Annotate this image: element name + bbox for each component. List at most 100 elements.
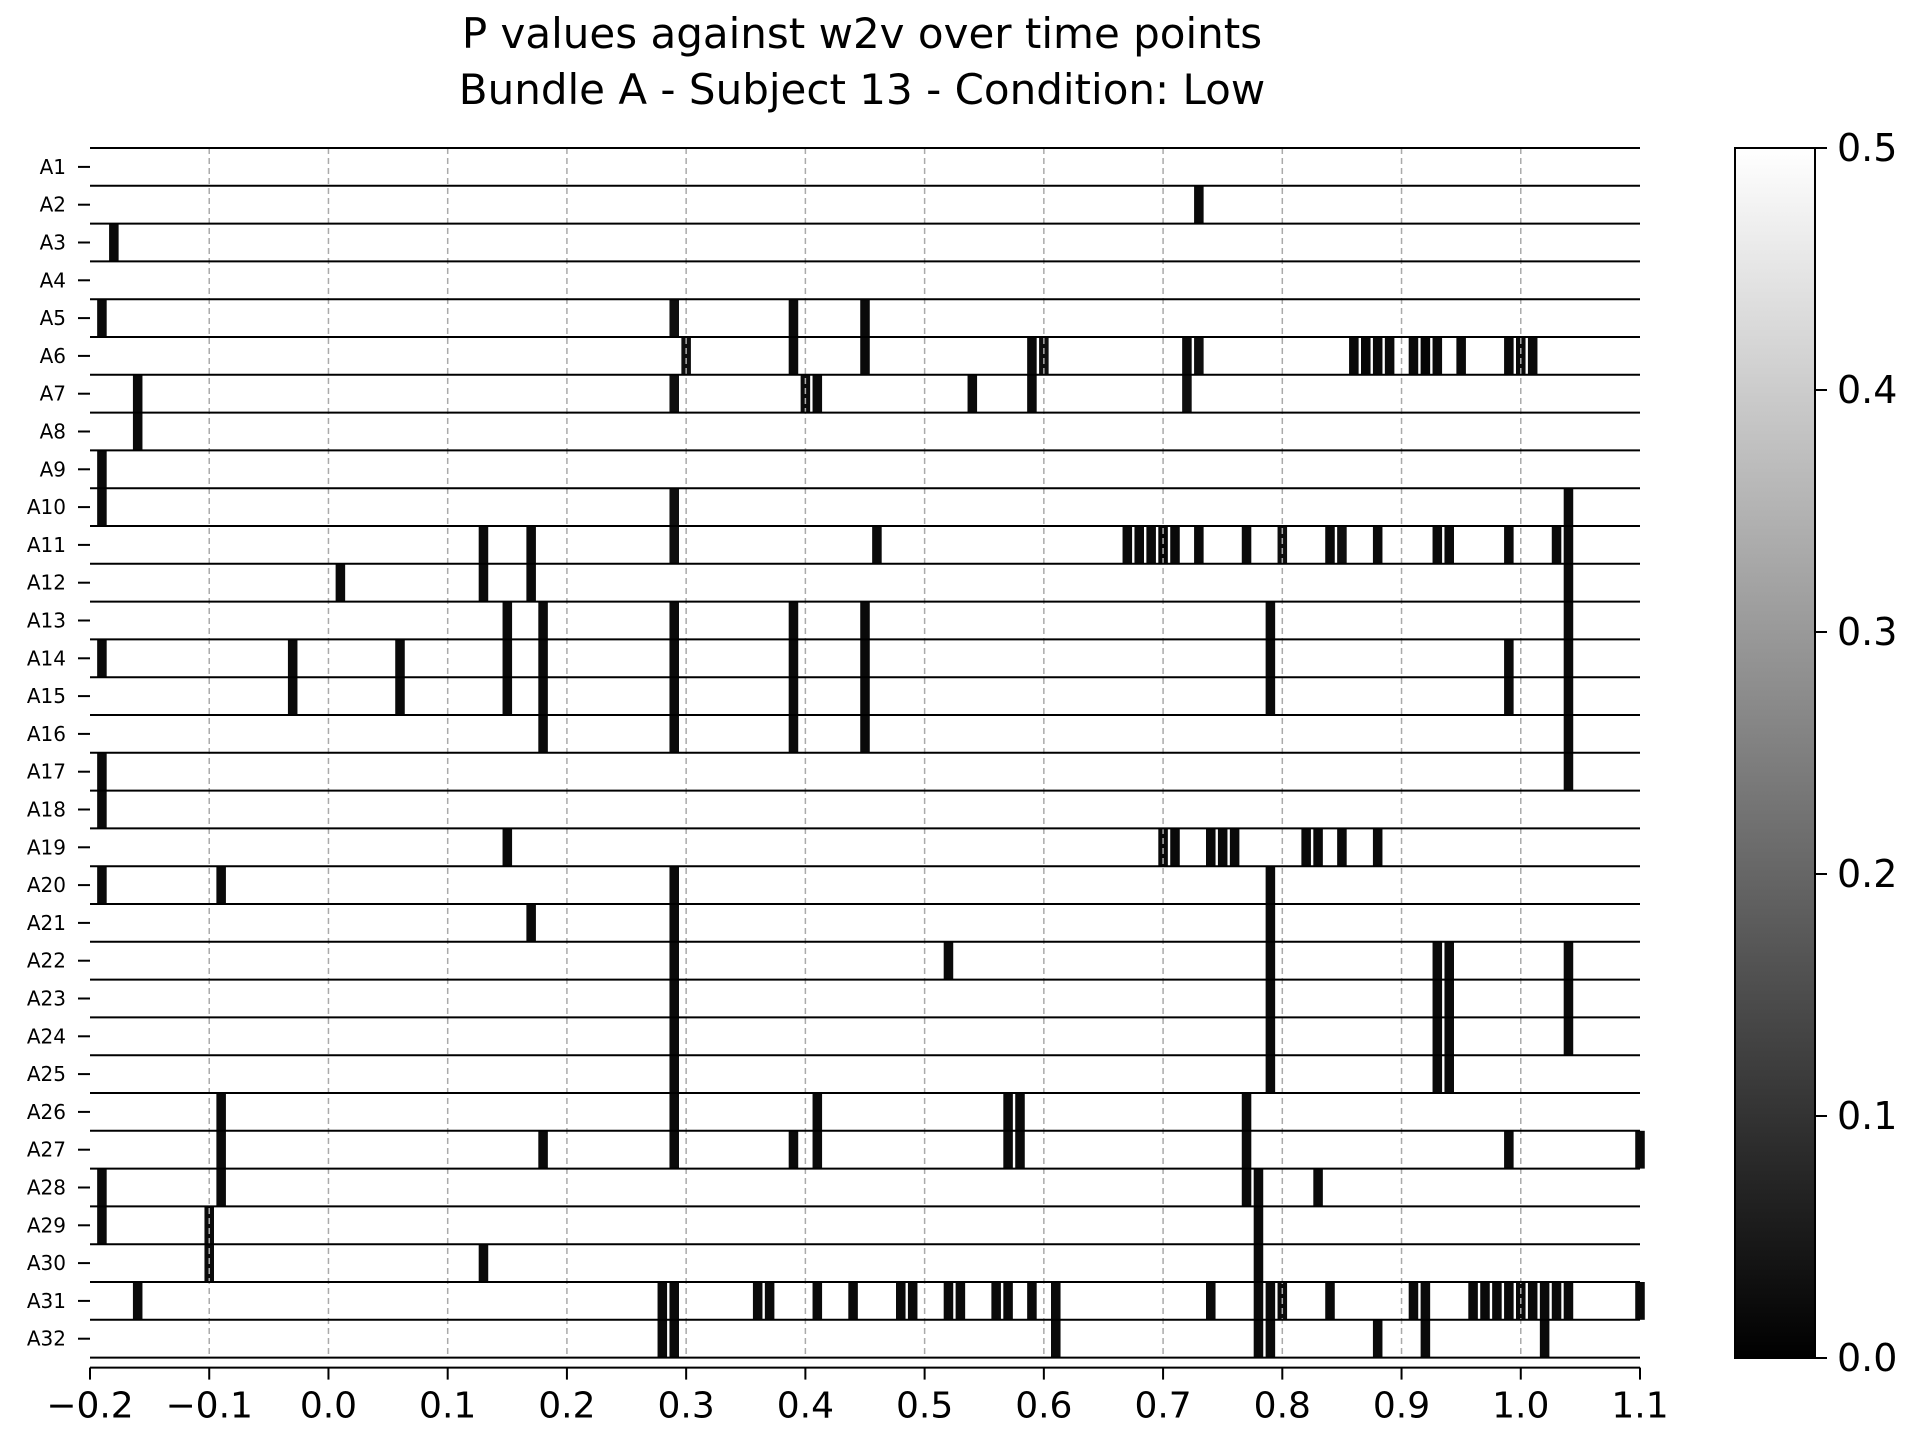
row-background-a9: [90, 450, 1640, 489]
heatmap-cell: [132, 374, 143, 413]
row-background-a27: [90, 1130, 1640, 1169]
heatmap-cell: [1170, 828, 1180, 867]
colorbar-tick-label: 0.2: [1837, 852, 1897, 896]
y-tick-label: A30: [27, 1251, 66, 1275]
heatmap-cell: [1265, 601, 1276, 640]
heatmap-cell: [1551, 526, 1562, 564]
chart-title: P values against w2v over time points Bu…: [459, 9, 1265, 114]
y-tick-label: A6: [40, 344, 66, 368]
colorbar-tick-label: 0.0: [1837, 1336, 1897, 1380]
row-background-a22: [90, 941, 1640, 980]
row-background-a8: [90, 412, 1640, 451]
x-tick-label: 0.4: [777, 1386, 834, 1427]
x-tick-label: 0.1: [419, 1386, 476, 1427]
y-tick-label: A25: [27, 1062, 66, 1086]
x-tick-label: 1.1: [1611, 1386, 1668, 1427]
heatmap-cell: [216, 1093, 226, 1131]
y-tick-label: A17: [27, 760, 66, 784]
chart-title-line-1: P values against w2v over time points: [462, 9, 1262, 58]
heatmap-cell: [669, 488, 679, 526]
row-background-a26: [90, 1093, 1640, 1131]
heatmap-cell: [657, 1282, 668, 1320]
heatmap-cell: [860, 601, 870, 640]
row-background-a28: [90, 1168, 1640, 1207]
x-tick-label: 0.8: [1254, 1386, 1311, 1427]
heatmap-cell: [1468, 1282, 1478, 1320]
x-axis: −0.2 −0.1 0.0 0.1 0.2 0.3 0.4 0.5 0.6 0.7 0.8 0.9 1.…: [46, 1366, 1669, 1427]
heatmap-cell: [1265, 979, 1276, 1018]
heatmap-cell: [1194, 185, 1204, 224]
y-tick-label: A4: [40, 268, 66, 292]
heatmap-cell: [1051, 1282, 1061, 1320]
heatmap-cell: [502, 639, 513, 678]
heatmap-cell: [502, 677, 513, 715]
heatmap-cell: [1265, 1319, 1276, 1358]
row-background-a20: [90, 866, 1640, 904]
y-tick-label: A20: [27, 873, 66, 897]
heatmap-cell: [1408, 1282, 1419, 1320]
y-tick-label: A29: [27, 1213, 66, 1237]
heatmap-cell: [1563, 1282, 1574, 1320]
y-tick-label: A21: [27, 911, 66, 935]
heatmap-cell: [943, 941, 954, 980]
heatmap-cell: [812, 374, 823, 413]
x-tick-label: 0.2: [538, 1386, 595, 1427]
heatmap-cell: [287, 639, 298, 678]
row-background-a30: [90, 1244, 1640, 1282]
heatmap-cell: [1158, 828, 1168, 867]
heatmap-cell: [669, 1055, 679, 1093]
heatmap-cell: [991, 1282, 1001, 1320]
x-tick-label: 0.5: [896, 1386, 953, 1427]
heatmap-cell: [896, 1282, 906, 1320]
y-tick-label: A12: [27, 571, 66, 595]
heatmap-cell: [97, 639, 107, 678]
heatmap-cell: [97, 1206, 107, 1245]
heatmap-cell: [1504, 526, 1514, 564]
x-tick-label: 1.0: [1492, 1386, 1549, 1427]
row-background-a11: [90, 526, 1640, 564]
heatmap-cell: [1372, 337, 1383, 375]
heatmap-cell: [335, 563, 346, 602]
heatmap-cell: [132, 412, 143, 451]
y-tick-label: A27: [27, 1138, 66, 1162]
heatmap-cell: [1241, 526, 1252, 564]
row-background-a18: [90, 790, 1640, 829]
heatmap-cell: [538, 639, 548, 678]
heatmap-cell: [1539, 1319, 1550, 1358]
heatmap-cell: [681, 337, 691, 375]
y-tick-label: A13: [27, 609, 66, 633]
heatmap-cell: [1265, 639, 1276, 678]
heatmap-cell: [1372, 1319, 1383, 1358]
heatmap-cell: [97, 299, 107, 337]
x-tick-label: 0.3: [658, 1386, 715, 1427]
heatmap-cell: [97, 1168, 107, 1207]
heatmap-cell: [1492, 1282, 1502, 1320]
heatmap-cell: [97, 488, 107, 526]
heatmap-cell: [1265, 1055, 1276, 1093]
heatmap-cell: [1480, 1282, 1490, 1320]
heatmap-cell: [1253, 1319, 1264, 1358]
heatmap-cell: [1420, 337, 1431, 375]
heatmap-cell: [1420, 1282, 1431, 1320]
colorbar-tick-label: 0.4: [1837, 368, 1897, 412]
row-background-a24: [90, 1017, 1640, 1056]
heatmap-cell: [955, 1282, 966, 1320]
heatmap-cell: [109, 223, 119, 262]
row-background-a21: [90, 904, 1640, 942]
y-tick-label: A28: [27, 1176, 66, 1200]
heatmap-cell: [132, 1282, 143, 1320]
heatmap-cell: [1432, 1055, 1443, 1093]
heatmap-cell: [657, 1319, 668, 1358]
y-tick-label: A22: [27, 949, 66, 973]
heatmap-cell: [1504, 1130, 1514, 1169]
y-tick-label: A26: [27, 1100, 66, 1124]
heatmap-cell: [1563, 601, 1574, 640]
heatmap-cell: [788, 715, 799, 753]
heatmap-cell: [538, 601, 548, 640]
heatmap-cell: [812, 1130, 823, 1169]
heatmap-cell: [764, 1282, 775, 1320]
heatmap-cell: [1372, 526, 1383, 564]
heatmap-cell: [1384, 337, 1395, 375]
heatmap-cell: [872, 526, 882, 564]
